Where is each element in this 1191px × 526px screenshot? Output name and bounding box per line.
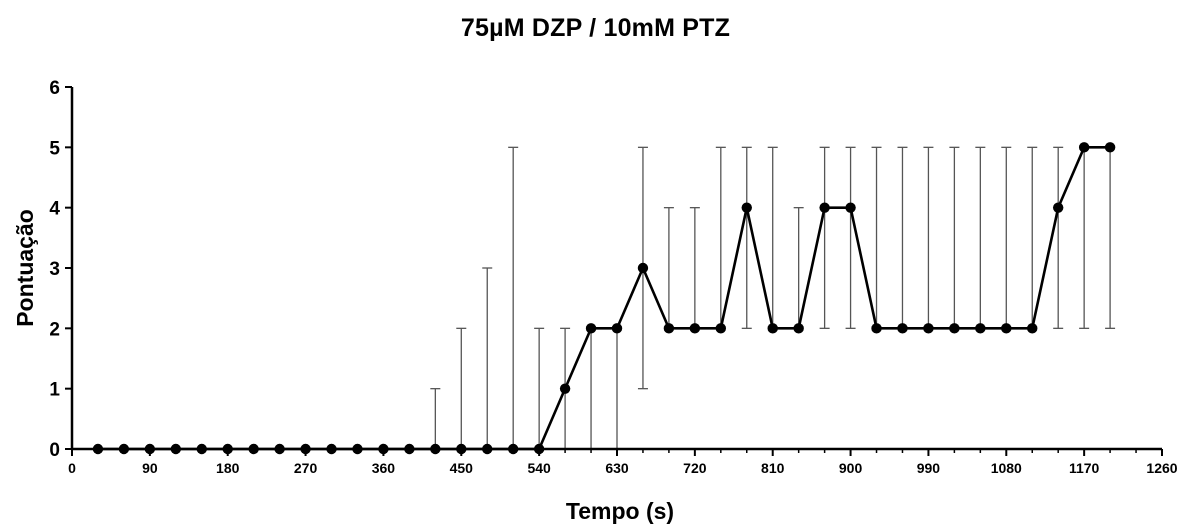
axes: 0 90 180 270 360 450 540 630 720 810 900 990 1080 117… (49, 78, 1177, 476)
y-axis-label: Pontuação (12, 209, 38, 327)
data-point (1027, 323, 1038, 334)
y-tick-label: 3 (49, 259, 60, 280)
x-tick-label: 360 (372, 460, 396, 476)
data-point (819, 202, 830, 213)
data-point (1001, 323, 1012, 334)
y-tick-label: 1 (49, 380, 60, 401)
data-series (92, 142, 1116, 455)
x-tick-label: 720 (683, 460, 707, 476)
data-point (663, 323, 675, 334)
data-point (949, 323, 960, 334)
data-point (897, 323, 908, 334)
data-point (559, 383, 571, 394)
x-tick-label: 1080 (991, 460, 1022, 476)
data-point (1078, 142, 1090, 153)
error-bars (430, 146, 1116, 450)
data-point (793, 323, 804, 334)
chart-title: 75µM DZP / 10mM PTZ (460, 14, 731, 42)
x-tick-label: 630 (605, 460, 629, 476)
data-point (871, 323, 882, 334)
x-tick-label: 90 (142, 460, 158, 476)
x-tick-label: 810 (761, 460, 785, 476)
data-point (637, 262, 649, 274)
data-point (741, 202, 752, 213)
data-point (689, 323, 701, 334)
data-point (1104, 142, 1116, 153)
x-tick-label: 180 (216, 460, 240, 476)
data-point (715, 323, 727, 334)
data-point (585, 323, 597, 334)
x-tick-label: 450 (450, 460, 474, 476)
y-tick-label: 4 (49, 199, 60, 220)
data-point (767, 323, 778, 334)
x-tick-label: 900 (839, 460, 863, 476)
data-point (975, 323, 986, 334)
x-tick-label: 0 (68, 460, 76, 476)
data-point (845, 202, 856, 213)
x-tick-label: 270 (294, 460, 318, 476)
x-tick-label: 990 (917, 460, 941, 476)
x-tick-label: 1260 (1146, 460, 1177, 476)
y-tick-label: 5 (49, 138, 60, 159)
data-point (611, 323, 623, 334)
series-line (97, 146, 1111, 451)
y-tick-label: 0 (49, 440, 60, 461)
y-tick-label: 2 (49, 319, 60, 340)
data-point (923, 323, 934, 334)
x-axis-label: Tempo (s) (566, 498, 674, 524)
y-tick-label: 6 (49, 78, 60, 99)
x-tick-label: 540 (527, 460, 551, 476)
data-point (1052, 202, 1064, 213)
x-tick-label: 1170 (1069, 460, 1100, 476)
